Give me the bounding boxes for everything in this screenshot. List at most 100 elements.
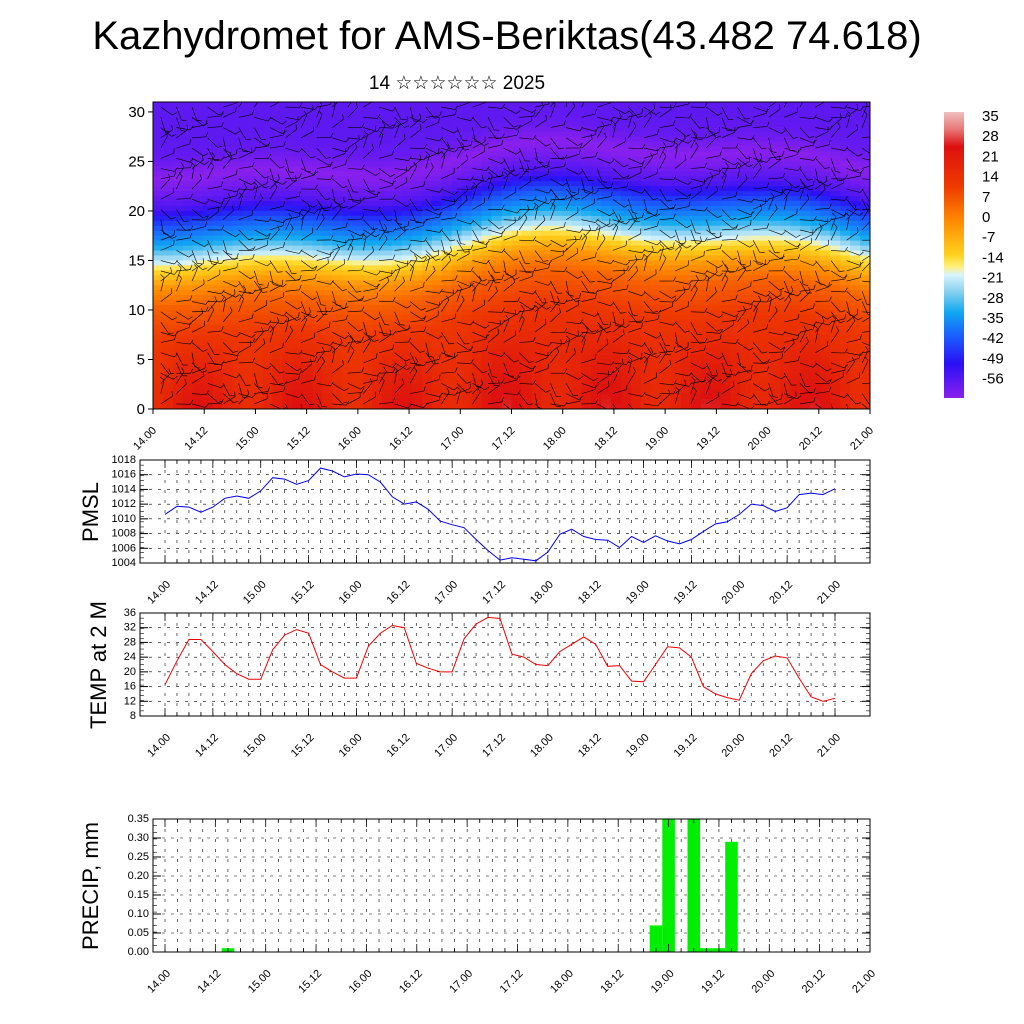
field-cell bbox=[780, 121, 791, 128]
field-cell bbox=[491, 126, 503, 133]
field-cell bbox=[451, 230, 463, 237]
field-cell bbox=[272, 364, 284, 370]
field-cell bbox=[441, 280, 453, 286]
wind-barb-shaft bbox=[238, 127, 247, 140]
wind-barb-flag bbox=[579, 149, 581, 155]
field-cell bbox=[471, 334, 483, 341]
field-cell bbox=[332, 176, 343, 182]
field-cell bbox=[222, 329, 234, 336]
field-cell bbox=[292, 369, 303, 375]
field-cell bbox=[392, 374, 403, 380]
field-cell bbox=[710, 106, 722, 113]
field-cell bbox=[332, 181, 343, 187]
field-cell bbox=[232, 245, 244, 252]
field-cell bbox=[650, 309, 662, 316]
field-cell bbox=[790, 399, 801, 405]
field-cell bbox=[172, 186, 184, 192]
field-cell bbox=[372, 275, 383, 281]
field-cell bbox=[531, 106, 542, 113]
field-cell bbox=[342, 359, 353, 366]
field-cell bbox=[192, 255, 204, 262]
field-cell bbox=[531, 309, 542, 316]
field-cell bbox=[392, 319, 403, 326]
field-cell bbox=[242, 374, 254, 380]
field-cell bbox=[282, 176, 294, 182]
field-cell bbox=[392, 280, 403, 286]
field-cell bbox=[700, 394, 712, 400]
field-cell bbox=[153, 399, 164, 405]
field-cell bbox=[451, 225, 463, 232]
field-cell bbox=[212, 245, 224, 252]
field-cell bbox=[640, 305, 652, 311]
field-cell bbox=[342, 280, 353, 286]
field-cell bbox=[660, 334, 672, 341]
field-cell bbox=[411, 374, 423, 380]
field-cell bbox=[182, 344, 194, 351]
field-cell bbox=[352, 191, 363, 197]
field-cell bbox=[700, 389, 712, 395]
field-cell bbox=[640, 116, 652, 123]
field-cell bbox=[252, 349, 264, 356]
field-cell bbox=[182, 116, 194, 123]
field-cell bbox=[770, 314, 781, 321]
field-cell bbox=[332, 102, 343, 108]
field-cell bbox=[581, 111, 592, 118]
field-cell bbox=[471, 250, 483, 257]
field-cell bbox=[431, 265, 443, 271]
field-cell bbox=[491, 339, 503, 346]
field-cell bbox=[153, 379, 164, 385]
wind-barb-shaft bbox=[581, 156, 596, 159]
field-cell bbox=[342, 265, 353, 271]
field-cell bbox=[192, 389, 204, 395]
field-cell bbox=[790, 359, 801, 366]
field-cell bbox=[451, 210, 463, 217]
field-cell bbox=[710, 305, 722, 311]
wind-barb-flag bbox=[642, 144, 646, 149]
field-cell bbox=[162, 136, 174, 143]
field-cell bbox=[282, 265, 294, 271]
field-cell bbox=[770, 141, 781, 148]
field-cell bbox=[372, 379, 383, 385]
field-cell bbox=[302, 314, 313, 321]
field-cell bbox=[810, 230, 821, 237]
field-cell bbox=[800, 141, 811, 148]
field-cell bbox=[840, 389, 851, 395]
field-cell bbox=[252, 314, 264, 321]
wind-barb-shaft bbox=[675, 117, 690, 119]
field-cell bbox=[172, 106, 184, 113]
field-cell bbox=[850, 230, 861, 237]
field-cell bbox=[690, 265, 702, 271]
field-cell bbox=[322, 196, 333, 202]
field-cell bbox=[332, 275, 343, 281]
field-cell bbox=[591, 141, 602, 148]
field-cell bbox=[282, 260, 294, 266]
field-cell bbox=[660, 131, 672, 138]
field-cell bbox=[531, 116, 542, 123]
field-cell bbox=[372, 369, 383, 375]
field-cell bbox=[302, 225, 313, 232]
field-cell bbox=[621, 146, 632, 153]
field-cell bbox=[720, 295, 732, 301]
field-cell bbox=[571, 374, 582, 380]
field-cell bbox=[362, 394, 373, 400]
field-cell bbox=[621, 225, 632, 232]
field-cell bbox=[611, 339, 622, 346]
field-cell bbox=[660, 285, 672, 291]
field-cell bbox=[192, 230, 204, 237]
field-cell bbox=[591, 379, 602, 385]
field-cell bbox=[850, 404, 861, 409]
field-cell bbox=[421, 324, 433, 331]
wind-barb-flag bbox=[389, 124, 395, 127]
field-cell bbox=[780, 324, 791, 331]
field-cell bbox=[252, 176, 264, 182]
field-cell bbox=[431, 131, 443, 138]
field-cell bbox=[750, 151, 762, 158]
field-cell bbox=[790, 146, 801, 153]
field-cell bbox=[561, 394, 572, 400]
field-cell bbox=[372, 126, 383, 133]
field-cell bbox=[322, 399, 333, 405]
field-cell bbox=[292, 126, 303, 133]
field-cell bbox=[810, 275, 821, 281]
field-cell bbox=[810, 374, 821, 380]
field-cell bbox=[571, 309, 582, 316]
